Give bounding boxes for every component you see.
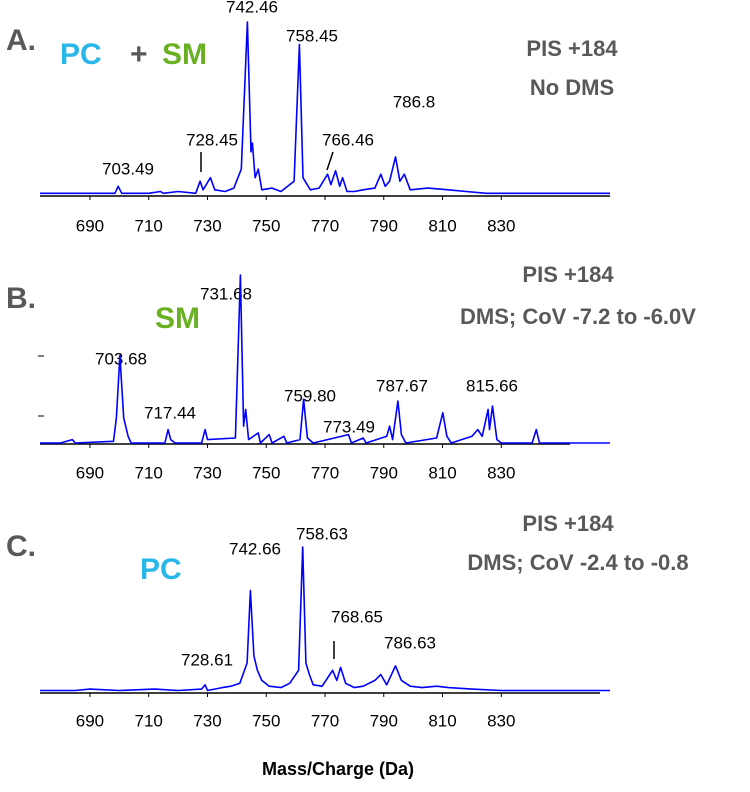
title-part: SM xyxy=(162,38,207,71)
peak-label: 742.46 xyxy=(226,0,278,16)
peak-label: 815.66 xyxy=(466,376,518,395)
note: No DMS xyxy=(530,75,614,100)
x-axis-label: Mass/Charge (Da) xyxy=(262,759,414,779)
x-tick-label: 770 xyxy=(311,216,339,235)
x-tick-label: 730 xyxy=(193,463,221,482)
note: PIS +184 xyxy=(522,511,614,536)
peak-label: 742.66 xyxy=(229,539,281,558)
x-tick-label: 810 xyxy=(428,463,456,482)
note: DMS; CoV -2.4 to -0.8 xyxy=(467,550,688,575)
peak-label: 728.61 xyxy=(181,650,233,669)
peak-label: 758.63 xyxy=(296,524,348,543)
x-tick-label: 750 xyxy=(252,463,280,482)
panel-label: C. xyxy=(6,530,36,563)
peak-label: 703.68 xyxy=(95,349,147,368)
spectrum-line xyxy=(40,546,610,692)
x-tick-label: 730 xyxy=(193,711,221,730)
peak-label: 731.68 xyxy=(200,284,252,303)
x-tick-label: 750 xyxy=(252,216,280,235)
peak-label: 766.46 xyxy=(322,130,374,149)
spectrum-line xyxy=(40,274,610,444)
leader-line xyxy=(326,151,334,171)
x-tick-label: 730 xyxy=(193,216,221,235)
x-tick-label: 690 xyxy=(76,216,104,235)
peak-label: 773.49 xyxy=(323,417,375,436)
x-tick-label: 830 xyxy=(487,216,515,235)
x-tick-label: 690 xyxy=(76,711,104,730)
note: PIS +184 xyxy=(526,36,618,61)
peak-label: 703.49 xyxy=(102,159,154,178)
x-tick-label: 790 xyxy=(370,711,398,730)
x-tick-label: 770 xyxy=(311,711,339,730)
x-tick-label: 710 xyxy=(135,216,163,235)
title-part: + xyxy=(130,38,148,71)
title-part: SM xyxy=(155,302,200,335)
peak-label: 787.67 xyxy=(376,376,428,395)
x-tick-label: 790 xyxy=(370,216,398,235)
title-part: PC xyxy=(60,38,102,71)
x-tick-label: 830 xyxy=(487,711,515,730)
x-tick-label: 710 xyxy=(135,711,163,730)
note: PIS +184 xyxy=(522,262,614,287)
peak-label: 717.44 xyxy=(144,403,196,422)
x-tick-label: 770 xyxy=(311,463,339,482)
peak-label: 786.8 xyxy=(393,92,436,111)
note: DMS; CoV -7.2 to -6.0V xyxy=(460,304,696,329)
x-tick-label: 810 xyxy=(428,711,456,730)
peak-label: 768.65 xyxy=(331,607,383,626)
x-tick-label: 690 xyxy=(76,463,104,482)
peak-label: 728.45 xyxy=(186,130,238,149)
title-part: PC xyxy=(140,553,182,586)
spectrum-line xyxy=(40,21,610,195)
x-tick-label: 810 xyxy=(428,216,456,235)
x-tick-label: 750 xyxy=(252,711,280,730)
panel-label: A. xyxy=(6,24,36,57)
peak-label: 786.63 xyxy=(384,633,436,652)
x-tick-label: 830 xyxy=(487,463,515,482)
peak-label: 759.80 xyxy=(284,386,336,405)
panel-label: B. xyxy=(6,282,36,315)
peak-label: 758.45 xyxy=(286,26,338,45)
x-tick-label: 710 xyxy=(135,463,163,482)
x-tick-label: 790 xyxy=(370,463,398,482)
